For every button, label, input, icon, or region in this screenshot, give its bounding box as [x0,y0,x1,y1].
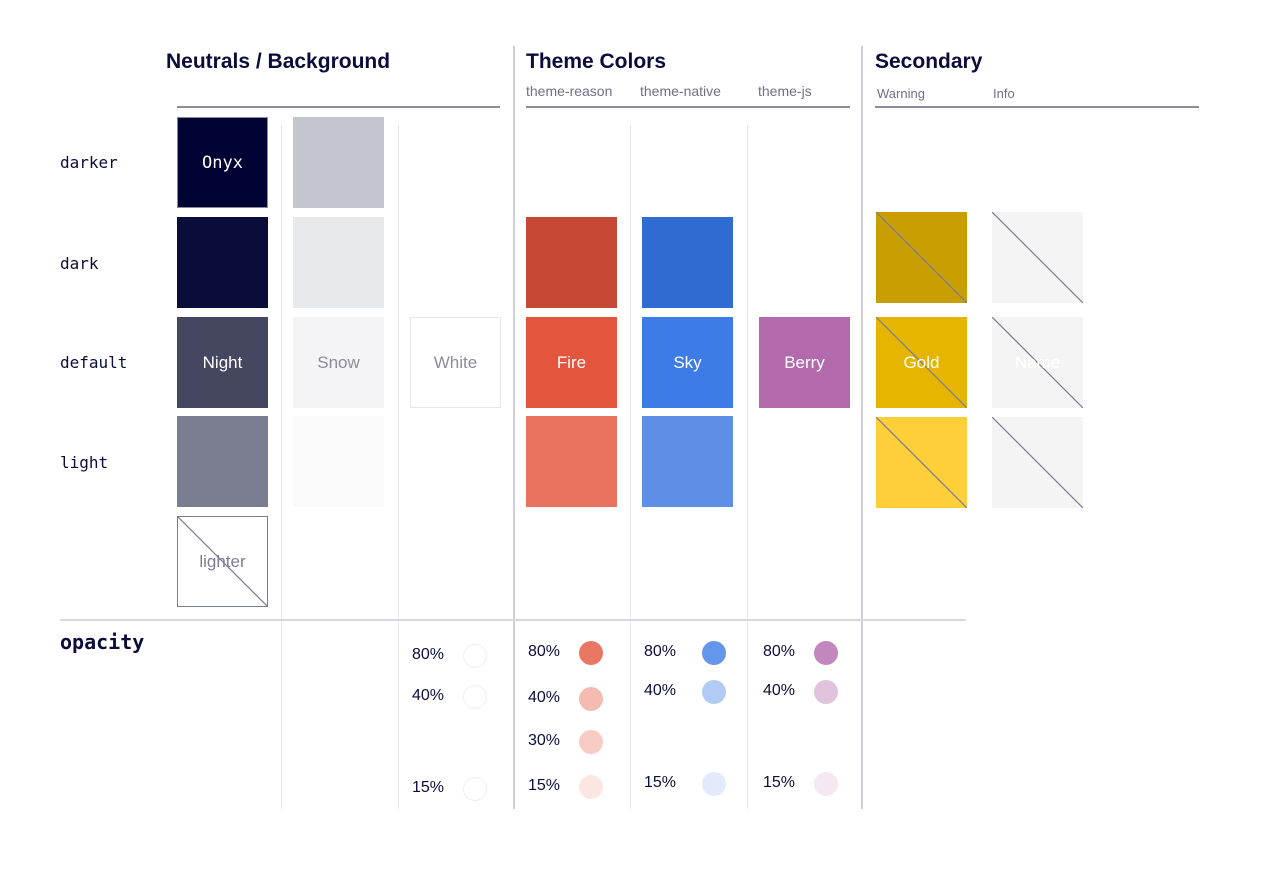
opacity-swatch-dot[interactable] [579,730,603,754]
color-swatch-fire[interactable]: Fire [526,317,617,408]
opacity-swatch-dot[interactable] [579,641,603,665]
color-swatch-darker[interactable] [293,117,384,208]
warning-label: Warning [877,86,925,101]
opacity-swatch-dot[interactable] [702,772,726,796]
color-swatch-dark[interactable] [293,217,384,308]
column-divider [398,125,399,809]
opacity-percent-label: 15% [644,774,677,791]
opacity-swatch-dot[interactable] [814,680,838,704]
diagonal-line [876,417,967,508]
swatch-label: Fire [556,352,587,372]
opacity-percent-label: 40% [644,682,677,699]
swatch-label: Sky [673,352,702,372]
section-divider [513,46,515,809]
row-label-light: light [60,453,109,472]
opacity-percent-label: 80% [644,643,677,660]
swatch-label: Snow [317,352,360,372]
swatch-label: Gold [903,352,940,372]
swatch-label: Berry [784,352,825,372]
opacity-percent-label: 80% [412,646,445,663]
column-divider [281,125,282,809]
color-swatch-light[interactable] [526,416,617,507]
color-swatch-light[interactable] [293,416,384,507]
section-divider [861,46,863,809]
color-swatch-night[interactable]: Night [177,317,268,408]
column-divider [747,125,748,809]
color-swatch-dark[interactable] [992,212,1083,303]
color-swatch-dark[interactable] [876,212,967,303]
secondary-heading: Secondary [875,50,983,73]
diagonal-line [876,212,967,303]
opacity-swatch-dot[interactable] [463,644,487,668]
opacity-percent-label: 40% [763,682,796,699]
row-label-dark: dark [60,254,99,273]
diagonal-line [992,212,1083,303]
secondary-underline [875,106,1199,108]
color-swatch-light[interactable] [876,417,967,508]
color-swatch-white[interactable]: White [410,317,501,408]
neutrals-heading: Neutrals / Background [166,50,391,73]
swatch-label: White [433,352,478,372]
opacity-swatch-dot[interactable] [579,775,603,799]
color-swatch-dark[interactable] [642,217,733,308]
color-swatch-onyx[interactable]: Onyx [177,117,268,208]
opacity-percent-label: 15% [763,774,796,791]
color-swatch-dark[interactable] [177,217,268,308]
swatch-label: lighter [199,551,246,571]
theme-colors-heading: Theme Colors [526,50,667,73]
color-swatch-dark[interactable] [526,217,617,308]
color-swatch-gold[interactable]: Gold [876,317,967,408]
opacity-swatch-dot[interactable] [702,680,726,704]
color-swatch-name[interactable]: Name [992,317,1083,408]
opacity-swatch-dot[interactable] [702,641,726,665]
diagonal-line [178,517,267,606]
row-label-darker: darker [60,153,118,172]
opacity-swatch-dot[interactable] [579,687,603,711]
row-label-default: default [60,353,128,372]
opacity-percent-label: 80% [528,643,561,660]
color-swatch-light[interactable] [642,416,733,507]
swatch-label: Onyx [202,152,243,173]
swatch-label: Name [1014,352,1061,372]
color-swatch-light[interactable] [177,416,268,507]
opacity-swatch-dot[interactable] [463,777,487,801]
theme-native-label: theme-native [640,83,721,99]
opacity-percent-label: 40% [412,687,445,704]
diagonal-line [992,417,1083,508]
neutrals-underline [177,106,500,108]
opacity-percent-label: 15% [412,779,445,796]
theme-reason-label: theme-reason [526,83,613,99]
diagonal-line [876,317,967,408]
theme-js-label: theme-js [758,83,812,99]
color-swatch-snow[interactable]: Snow [293,317,384,408]
swatch-label: Night [202,352,243,372]
opacity-swatch-dot[interactable] [463,685,487,709]
opacity-percent-label: 30% [528,732,561,749]
opacity-swatch-dot[interactable] [814,772,838,796]
color-swatch-lighter[interactable]: lighter [177,516,268,607]
color-swatch-light[interactable] [992,417,1083,508]
opacity-label: opacity [60,630,145,654]
opacity-percent-label: 15% [528,777,561,794]
diagonal-line [992,317,1083,408]
opacity-divider [60,619,966,621]
opacity-swatch-dot[interactable] [814,641,838,665]
column-divider [630,125,631,809]
color-swatch-sky[interactable]: Sky [642,317,733,408]
opacity-percent-label: 40% [528,689,561,706]
theme-underline [526,106,850,108]
info-label: Info [993,86,1015,101]
opacity-percent-label: 80% [763,643,796,660]
color-swatch-berry[interactable]: Berry [759,317,850,408]
